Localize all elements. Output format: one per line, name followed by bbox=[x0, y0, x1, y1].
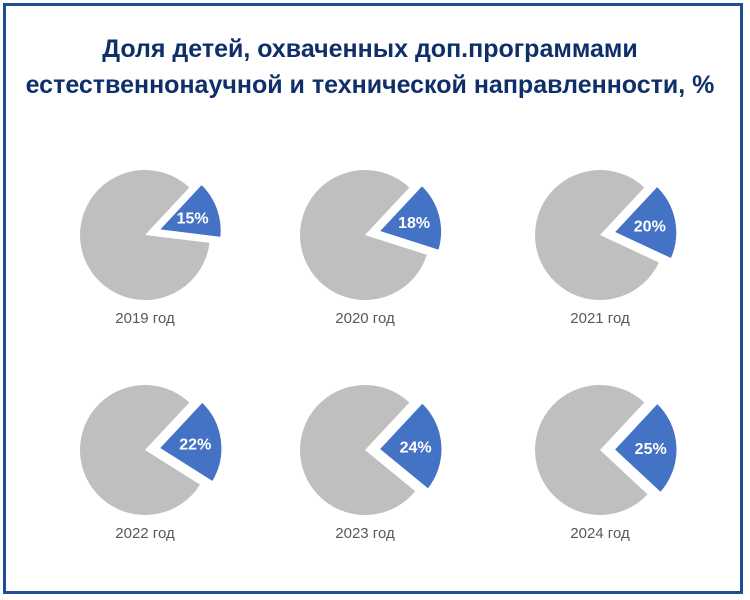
pie-value-label: 20% bbox=[634, 218, 666, 235]
pie-slice-highlight bbox=[611, 400, 680, 496]
pie-slice-highlight bbox=[156, 399, 225, 485]
pie-slice-rest bbox=[535, 169, 659, 300]
pie-slice-highlight bbox=[611, 183, 680, 262]
pie-year-caption: 2019 год bbox=[115, 310, 175, 327]
pie-value-label: 25% bbox=[635, 441, 667, 458]
pie-value-label: 18% bbox=[398, 215, 430, 232]
pie-chart-1: 15% 2019 год bbox=[80, 170, 224, 327]
pie-slice-rest bbox=[80, 384, 200, 515]
pie-year-caption: 2020 год bbox=[335, 310, 395, 327]
pie-slice-rest bbox=[300, 169, 427, 300]
pie-slice-highlight bbox=[155, 181, 224, 240]
pie-value-label: 15% bbox=[177, 211, 209, 228]
pie-year-caption: 2022 год bbox=[115, 525, 175, 542]
pie-chart-4: 22% 2022 год bbox=[80, 384, 225, 542]
pie-value-label: 22% bbox=[179, 437, 211, 454]
pie-slice-rest bbox=[535, 384, 648, 515]
pie-value-label: 24% bbox=[400, 440, 432, 457]
title-line-1: Доля детей, охваченных доп.программами bbox=[102, 35, 638, 63]
pie-chart-6: 25% 2024 год bbox=[535, 384, 680, 542]
title-line-2: естественнонаучной и технической направл… bbox=[25, 71, 715, 99]
pie-slice-rest bbox=[300, 385, 416, 516]
pie-slice-highlight bbox=[376, 182, 445, 254]
page-title: Доля детей, охваченных доп.программами е… bbox=[0, 31, 740, 103]
pie-slice-highlight bbox=[376, 400, 445, 492]
pie-year-caption: 2021 год bbox=[570, 310, 630, 327]
pie-chart-5: 24% 2023 год bbox=[300, 385, 445, 542]
pie-year-caption: 2023 год bbox=[335, 525, 395, 542]
pie-chart-2: 18% 2020 год bbox=[300, 169, 445, 327]
pie-chart-3: 20% 2021 год bbox=[535, 169, 680, 327]
pie-slice-rest bbox=[80, 170, 210, 301]
pie-year-caption: 2024 год bbox=[570, 525, 630, 542]
